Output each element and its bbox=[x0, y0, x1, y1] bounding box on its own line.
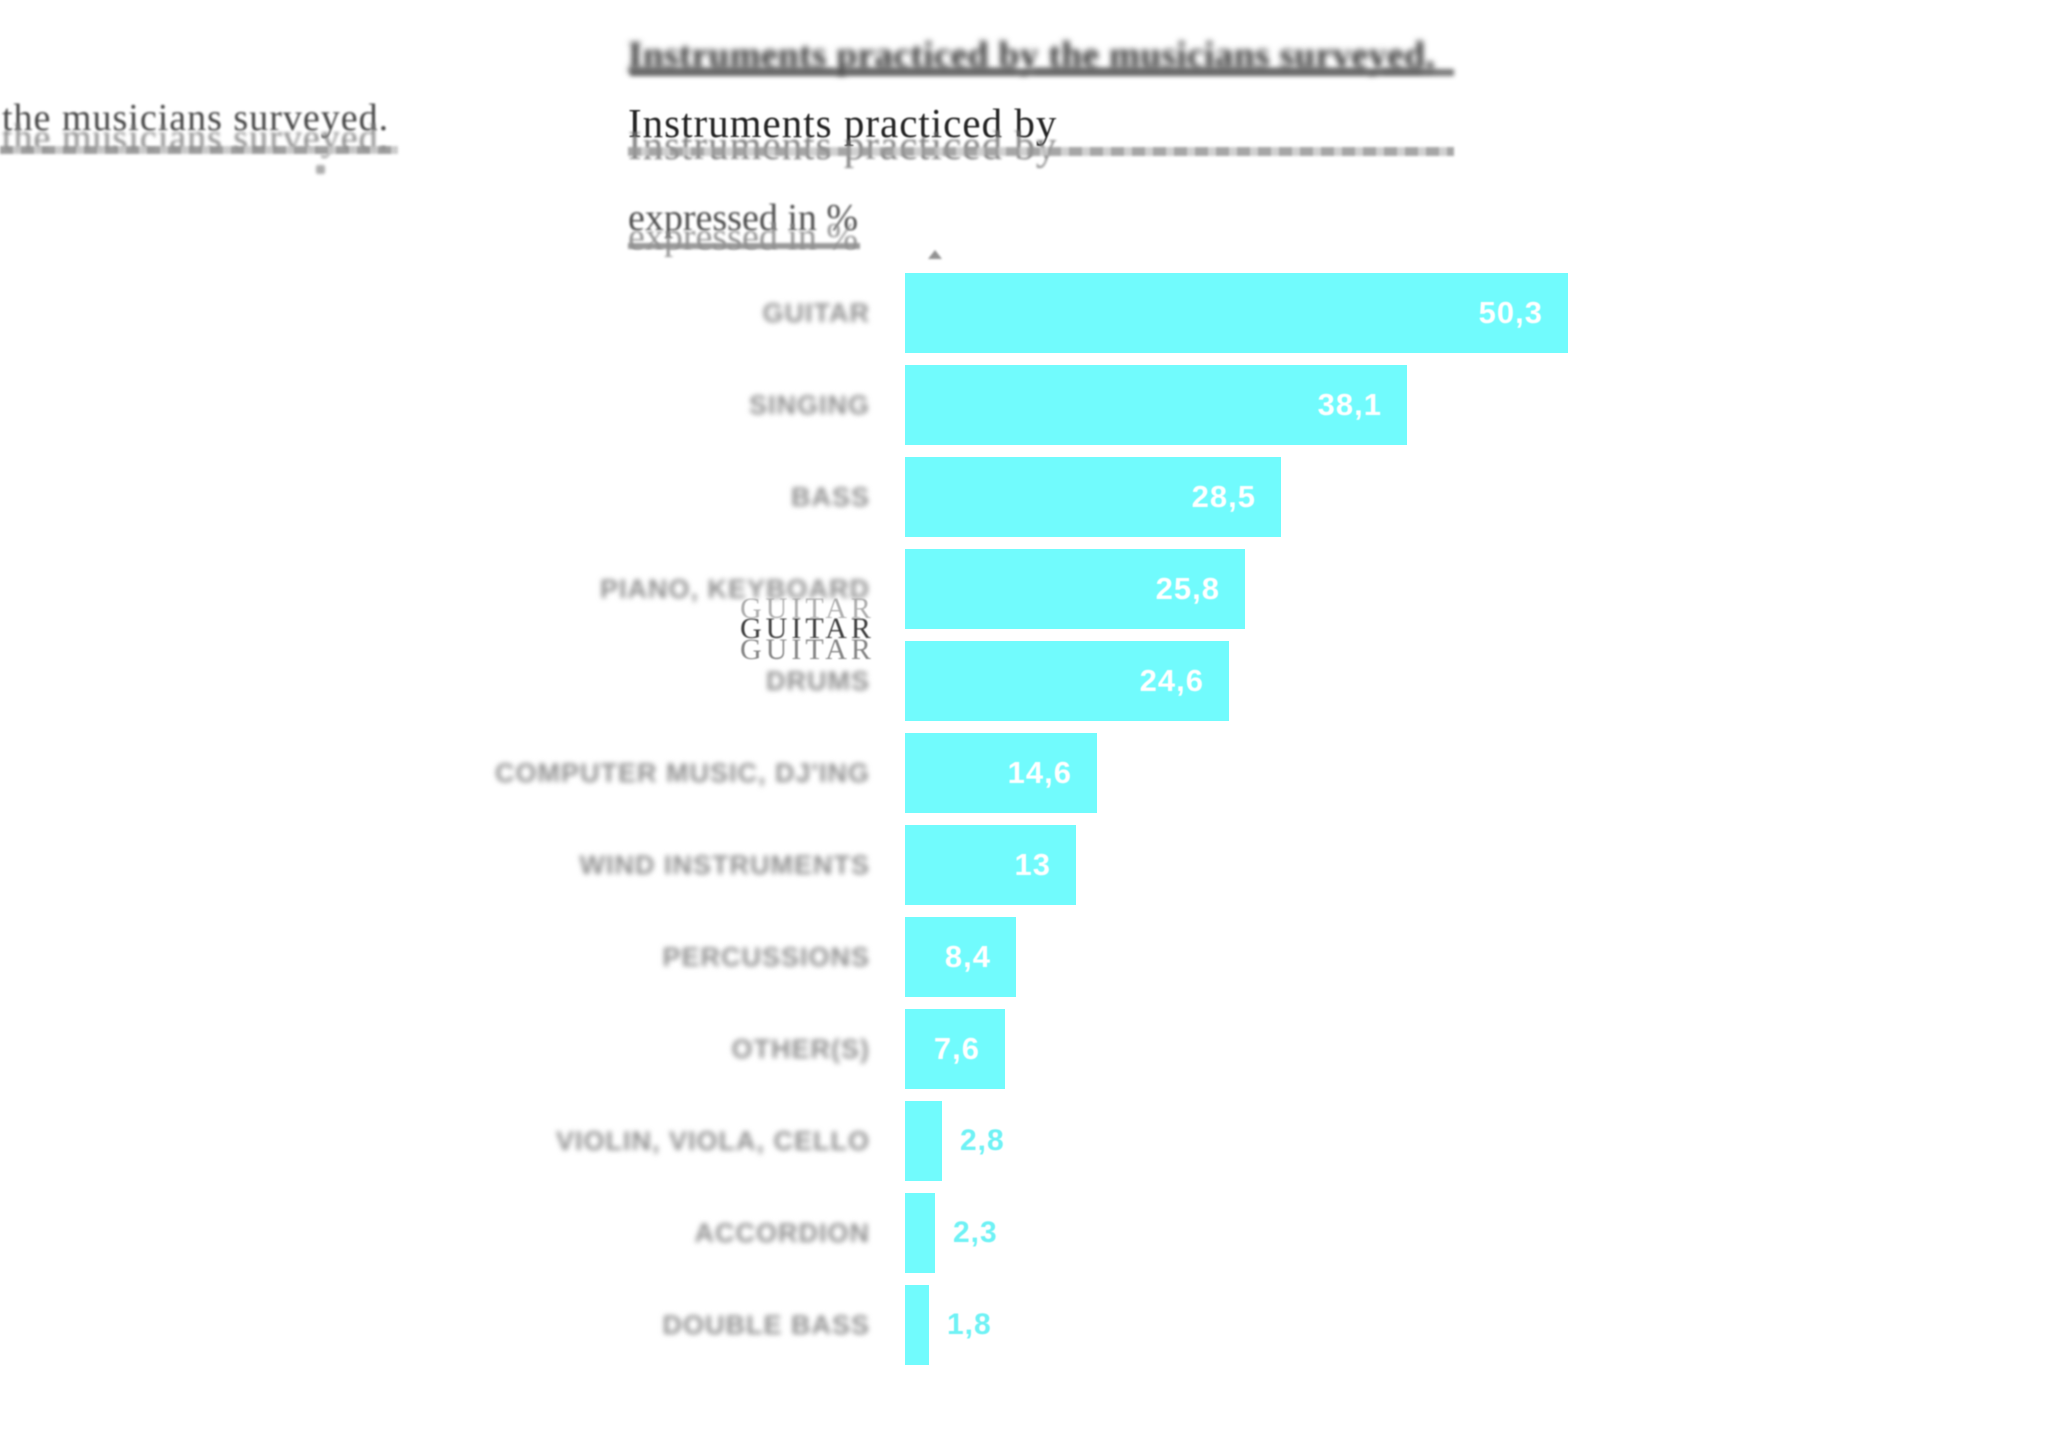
bar-chart-row: WIND INSTRUMENTS 13 bbox=[0, 825, 2048, 905]
bar-value-inside: 50,3 bbox=[1478, 295, 1543, 330]
bar-category-label: SINGING bbox=[748, 389, 870, 420]
bar-value-inside: 14,6 bbox=[1007, 755, 1072, 790]
bar-chart-row: PIANO, KEYBOARD 25,8 bbox=[0, 549, 2048, 629]
bar bbox=[905, 1101, 942, 1181]
title-line2-ghost: Instruments practiced by bbox=[628, 100, 1058, 146]
bar-value-outside: 2,3 bbox=[953, 1216, 998, 1249]
bar-chart: GUITAR 50,3 SINGING 38,1 BASS 28,5 PIANO… bbox=[0, 273, 2048, 1377]
bar bbox=[905, 1285, 929, 1365]
bar-category-label: PERCUSSIONS bbox=[662, 941, 870, 972]
bar-category-label: WIND INSTRUMENTS bbox=[579, 849, 870, 880]
bar-value-outside: 1,8 bbox=[947, 1308, 992, 1341]
bar: 28,5 bbox=[905, 457, 1281, 537]
bar-chart-row: BASS 28,5 bbox=[0, 457, 2048, 537]
bar-category-label: PIANO, KEYBOARD bbox=[599, 573, 870, 604]
bar-value-inside: 8,4 bbox=[944, 939, 991, 974]
bar-category-label: GUITAR bbox=[762, 297, 870, 328]
bar-wrap: 14,6 bbox=[905, 733, 1097, 813]
bar-value-inside: 13 bbox=[1014, 847, 1051, 882]
bar: 13 bbox=[905, 825, 1076, 905]
bar-wrap: 38,1 bbox=[905, 365, 1407, 445]
bar: 38,1 bbox=[905, 365, 1407, 445]
left-title-ghost: the musicians surveyed. bbox=[2, 97, 390, 139]
bar-wrap: 24,6 bbox=[905, 641, 1229, 721]
bar-chart-row: VIOLIN, VIOLA, CELLO 2,8 bbox=[0, 1101, 2048, 1181]
bar-wrap: 25,8 bbox=[905, 549, 1245, 629]
bar-wrap: 13 bbox=[905, 825, 1076, 905]
bar-category-label: DRUMS bbox=[766, 665, 870, 696]
bar: 8,4 bbox=[905, 917, 1016, 997]
bar: 7,6 bbox=[905, 1009, 1005, 1089]
bar-category-label: OTHER(S) bbox=[731, 1033, 870, 1064]
bar-category-label: VIOLIN, VIOLA, CELLO bbox=[555, 1125, 870, 1156]
title-line2-ghost-echo: Instruments practiced by bbox=[628, 122, 1058, 168]
bar-value-inside: 24,6 bbox=[1139, 663, 1204, 698]
bar-category-label: ACCORDION bbox=[694, 1217, 870, 1248]
title-line3-ghost: expressed in % bbox=[628, 197, 859, 239]
bar-chart-row: DRUMS 24,6 bbox=[0, 641, 2048, 721]
caret-artifact bbox=[928, 250, 942, 259]
title-underline-artifact bbox=[630, 69, 1454, 76]
bar-wrap: 8,4 bbox=[905, 917, 1016, 997]
bar-chart-row: COMPUTER MUSIC, DJ'ING 14,6 bbox=[0, 733, 2048, 813]
bar-category-label: COMPUTER MUSIC, DJ'ING bbox=[495, 757, 870, 788]
bar-chart-row: GUITAR 50,3 bbox=[0, 273, 2048, 353]
bar-value-inside: 28,5 bbox=[1191, 479, 1256, 514]
bar-chart-row: PERCUSSIONS 8,4 bbox=[0, 917, 2048, 997]
bar-value-inside: 38,1 bbox=[1317, 387, 1382, 422]
guitar-ghost-text: GUITAR bbox=[740, 633, 875, 666]
bar-category-label: BASS bbox=[790, 481, 870, 512]
bar-value-inside: 25,8 bbox=[1155, 571, 1220, 606]
guitar-ghost-text: GUITAR bbox=[740, 612, 875, 645]
bar: 25,8 bbox=[905, 549, 1245, 629]
bar-wrap: 2,8 bbox=[905, 1101, 1004, 1181]
bar bbox=[905, 1193, 935, 1273]
bar-chart-row: SINGING 38,1 bbox=[0, 365, 2048, 445]
title-line2-underline-artifact bbox=[628, 147, 1454, 156]
bar-wrap: 1,8 bbox=[905, 1285, 991, 1365]
bar-category-label: DOUBLE BASS bbox=[662, 1309, 870, 1340]
smudge-artifact bbox=[316, 165, 325, 174]
bar: 14,6 bbox=[905, 733, 1097, 813]
title-line3-underline-artifact bbox=[628, 243, 860, 249]
bar: 50,3 bbox=[905, 273, 1568, 353]
bar-chart-row: ACCORDION 2,3 bbox=[0, 1193, 2048, 1273]
bar-value-inside: 7,6 bbox=[933, 1031, 980, 1066]
bar-wrap: 50,3 bbox=[905, 273, 1568, 353]
bar-chart-row: DOUBLE BASS 1,8 bbox=[0, 1285, 2048, 1365]
left-title-underline-artifact bbox=[0, 146, 398, 154]
bar: 24,6 bbox=[905, 641, 1229, 721]
bar-wrap: 28,5 bbox=[905, 457, 1281, 537]
bar-wrap: 7,6 bbox=[905, 1009, 1005, 1089]
guitar-ghost-text: GUITAR bbox=[740, 592, 875, 625]
bar-value-outside: 2,8 bbox=[960, 1124, 1005, 1157]
bar-wrap: 2,3 bbox=[905, 1193, 997, 1273]
bar-chart-row: OTHER(S) 7,6 bbox=[0, 1009, 2048, 1089]
title-line3-ghost-echo: expressed in % bbox=[628, 216, 859, 258]
